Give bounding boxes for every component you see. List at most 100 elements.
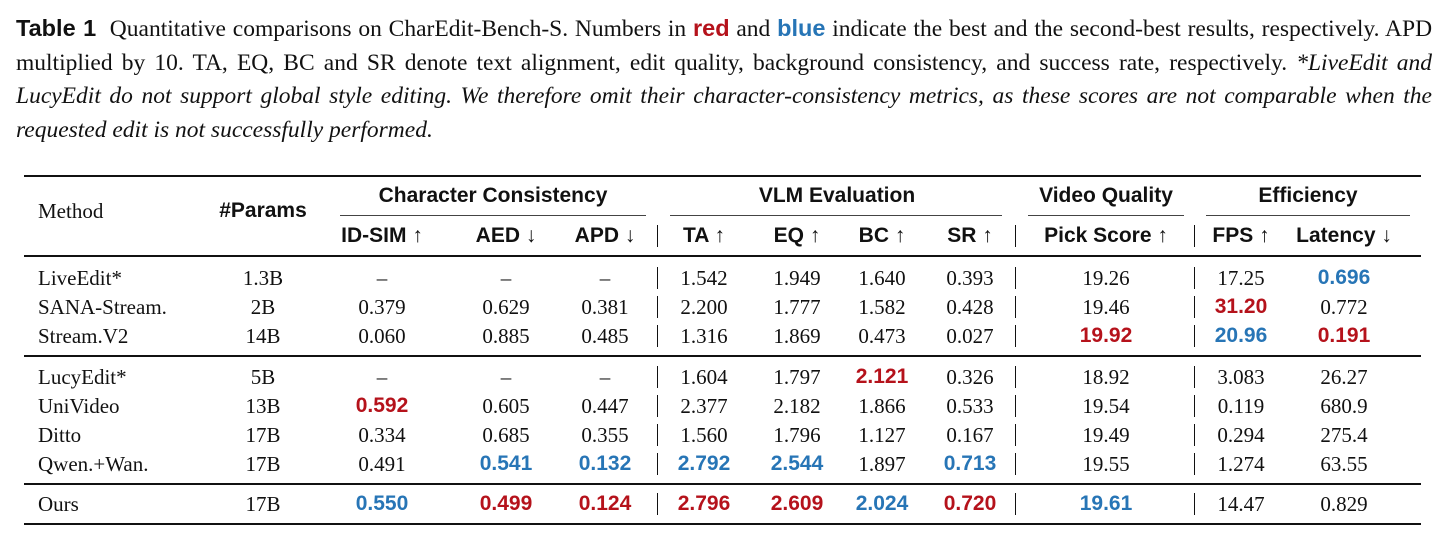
column-separator xyxy=(1015,225,1017,247)
column-header: FPS ↑ xyxy=(1212,224,1270,247)
value-cell: 1.560 xyxy=(680,423,728,447)
value-cell: 0.685 xyxy=(482,423,530,447)
value-cell: 0.428 xyxy=(946,295,994,319)
group-header-vlm: VLM Evaluation xyxy=(758,184,916,207)
params-cell: 14B xyxy=(245,324,281,348)
column-header: Pick Score ↑ xyxy=(1044,224,1168,247)
value-cell: – xyxy=(500,266,512,290)
header-rule xyxy=(24,255,1421,257)
table-caption: Table 1 Quantitative comparisons on Char… xyxy=(16,12,1432,147)
method-cell: UniVideo xyxy=(38,394,120,418)
column-separator xyxy=(1194,267,1196,289)
method-cell: Ours xyxy=(38,492,79,516)
value-cell: 1.777 xyxy=(773,295,821,319)
value-cell: 0.326 xyxy=(946,365,994,389)
column-separator xyxy=(657,424,659,446)
method-cell: LiveEdit* xyxy=(38,266,122,290)
column-separator xyxy=(657,267,659,289)
value-cell: 0.605 xyxy=(482,394,530,418)
params-cell: 2B xyxy=(250,295,276,319)
column-separator xyxy=(657,366,659,388)
column-separator xyxy=(1015,296,1017,318)
group-header-video: Video Quality xyxy=(1039,184,1173,207)
value-cell: 0.533 xyxy=(946,394,994,418)
value-cell: 0.772 xyxy=(1320,295,1368,319)
column-header: EQ ↑ xyxy=(773,224,821,247)
value-cell: 0.060 xyxy=(358,324,406,348)
value-cell: 0.720 xyxy=(943,492,997,515)
group-underline-video xyxy=(1028,215,1184,216)
value-cell: – xyxy=(599,365,611,389)
value-cell: 0.885 xyxy=(482,324,530,348)
value-cell: 31.20 xyxy=(1214,295,1268,318)
value-cell: 0.355 xyxy=(581,423,629,447)
column-separator xyxy=(1015,366,1017,388)
column-header: AED ↓ xyxy=(475,224,537,247)
value-cell: 63.55 xyxy=(1320,452,1368,476)
table-label: Table 1 xyxy=(16,15,97,41)
value-cell: – xyxy=(376,365,388,389)
value-cell: 19.26 xyxy=(1082,266,1130,290)
caption-text-2: and xyxy=(736,16,771,42)
group-header-efficiency: Efficiency xyxy=(1258,184,1358,207)
value-cell: 1.640 xyxy=(858,266,906,290)
value-cell: 1.274 xyxy=(1217,452,1265,476)
value-cell: – xyxy=(599,266,611,290)
method-cell: Ditto xyxy=(38,423,82,447)
value-cell: 0.379 xyxy=(358,295,406,319)
value-cell: 1.542 xyxy=(680,266,728,290)
value-cell: 0.473 xyxy=(858,324,906,348)
value-cell: 19.54 xyxy=(1082,394,1130,418)
value-cell: 0.381 xyxy=(581,295,629,319)
column-separator xyxy=(1194,225,1196,247)
params-header: #Params xyxy=(219,199,307,222)
value-cell: 1.869 xyxy=(773,324,821,348)
value-cell: 1.866 xyxy=(858,394,906,418)
value-cell: 26.27 xyxy=(1320,365,1368,389)
value-cell: 19.46 xyxy=(1082,295,1130,319)
value-cell: 275.4 xyxy=(1320,423,1368,447)
column-header: Latency ↓ xyxy=(1296,224,1392,247)
params-cell: 17B xyxy=(245,423,281,447)
value-cell: – xyxy=(500,365,512,389)
column-separator xyxy=(1015,395,1017,417)
value-cell: 1.127 xyxy=(858,423,906,447)
column-separator xyxy=(657,453,659,475)
value-cell: 19.92 xyxy=(1079,324,1133,347)
method-cell: Qwen.+Wan. xyxy=(38,452,149,476)
value-cell: 2.796 xyxy=(677,492,731,515)
value-cell: 0.119 xyxy=(1217,394,1265,418)
group-header-character: Character Consistency xyxy=(378,184,608,207)
value-cell: 18.92 xyxy=(1082,365,1130,389)
column-separator xyxy=(657,493,659,515)
column-separator xyxy=(1015,325,1017,347)
column-separator xyxy=(1015,493,1017,515)
value-cell: 0.132 xyxy=(578,452,632,475)
column-separator xyxy=(1194,493,1196,515)
value-cell: 0.485 xyxy=(581,324,629,348)
value-cell: – xyxy=(376,266,388,290)
value-cell: 0.191 xyxy=(1317,324,1371,347)
value-cell: 1.316 xyxy=(680,324,728,348)
column-header: APD ↓ xyxy=(574,224,636,247)
value-cell: 2.544 xyxy=(770,452,824,475)
value-cell: 1.582 xyxy=(858,295,906,319)
value-cell: 1.797 xyxy=(773,365,821,389)
bottom-rule xyxy=(24,523,1421,525)
group-rule xyxy=(24,355,1421,357)
column-separator xyxy=(1194,395,1196,417)
caption-text-1: Quantitative comparisons on CharEdit-Ben… xyxy=(109,16,687,42)
value-cell: 0.541 xyxy=(479,452,533,475)
method-cell: SANA-Stream. xyxy=(38,295,167,319)
params-cell: 5B xyxy=(250,365,276,389)
value-cell: 0.713 xyxy=(943,452,997,475)
value-cell: 1.604 xyxy=(680,365,728,389)
params-cell: 17B xyxy=(245,492,281,516)
column-header: SR ↑ xyxy=(947,224,993,247)
value-cell: 20.96 xyxy=(1214,324,1268,347)
value-cell: 0.629 xyxy=(482,295,530,319)
value-cell: 2.182 xyxy=(773,394,821,418)
group-underline-vlm xyxy=(670,215,1002,216)
value-cell: 19.55 xyxy=(1082,452,1130,476)
value-cell: 2.377 xyxy=(680,394,728,418)
